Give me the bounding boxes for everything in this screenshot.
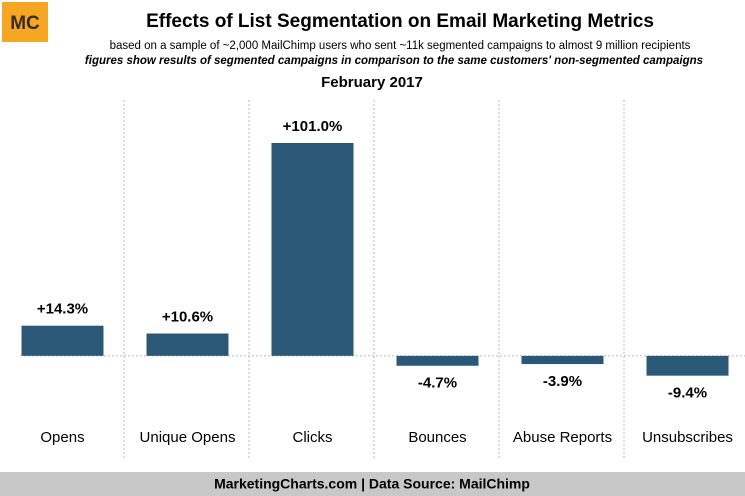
value-label: +101.0%: [283, 118, 343, 135]
value-label: -3.9%: [543, 373, 582, 390]
bar: [271, 142, 354, 356]
bar: [146, 333, 229, 356]
period: February 2017: [321, 74, 423, 91]
x-tick-label: Unsubscribes: [642, 429, 733, 446]
footer-band: [0, 472, 745, 496]
chart-title: Effects of List Segmentation on Email Ma…: [146, 11, 654, 32]
value-label: +14.3%: [37, 301, 88, 318]
bar: [646, 355, 729, 376]
value-label: -9.4%: [668, 385, 707, 402]
x-tick-label: Abuse Reports: [513, 429, 612, 446]
x-tick-label: Unique Opens: [140, 429, 236, 446]
bar: [21, 325, 104, 356]
logo-box: [2, 2, 48, 42]
bar: [396, 355, 479, 366]
footer: MarketingCharts.com | Data Source: MailC…: [214, 476, 530, 492]
x-tick-label: Bounces: [408, 429, 466, 446]
logo: MC: [10, 13, 40, 34]
x-tick-label: Clicks: [293, 429, 333, 446]
bar: [521, 355, 604, 365]
value-label: -4.7%: [418, 375, 457, 392]
value-label: +10.6%: [162, 308, 213, 325]
x-tick-label: Opens: [40, 429, 84, 446]
subtitle: based on a sample of ~2,000 MailChimp us…: [110, 40, 691, 52]
note: figures show results of segmented campai…: [85, 55, 703, 67]
